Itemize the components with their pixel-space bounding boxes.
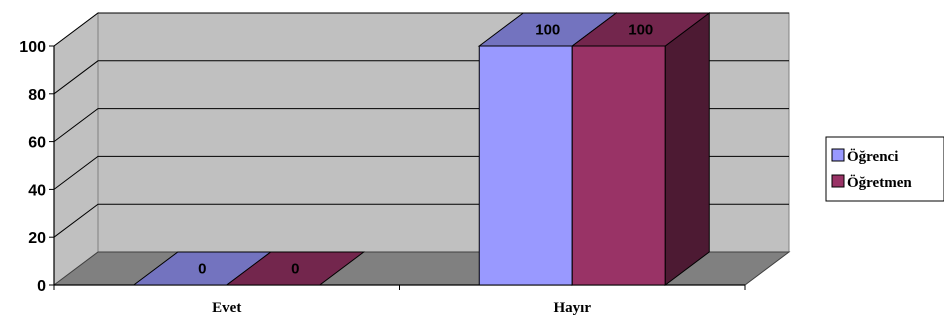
y-tick-label: 20	[28, 230, 46, 247]
bar-front	[478, 45, 573, 286]
legend-label: Öğretmen	[847, 174, 912, 191]
y-tick-label: 60	[28, 135, 46, 152]
bar-side	[664, 12, 710, 286]
legend-box	[825, 136, 944, 202]
bar-top	[225, 251, 366, 286]
data-label: 100	[535, 22, 560, 39]
y-tick-label: 0	[37, 278, 46, 295]
y-tick-label: 80	[28, 87, 46, 104]
legend-label: Öğrenci	[847, 148, 898, 165]
data-label: 0	[198, 261, 206, 278]
plot-side-wall	[53, 12, 99, 286]
y-tick-label: 100	[19, 39, 46, 56]
legend-swatch	[831, 148, 845, 162]
legend-swatch	[831, 174, 845, 188]
data-label: 100	[628, 22, 653, 39]
data-label: 0	[291, 261, 299, 278]
category-label: Evet	[212, 300, 241, 316]
category-label: Hayır	[554, 300, 592, 316]
bar-front	[571, 45, 666, 286]
bar-top	[570, 12, 711, 47]
y-tick-label: 40	[28, 182, 46, 199]
